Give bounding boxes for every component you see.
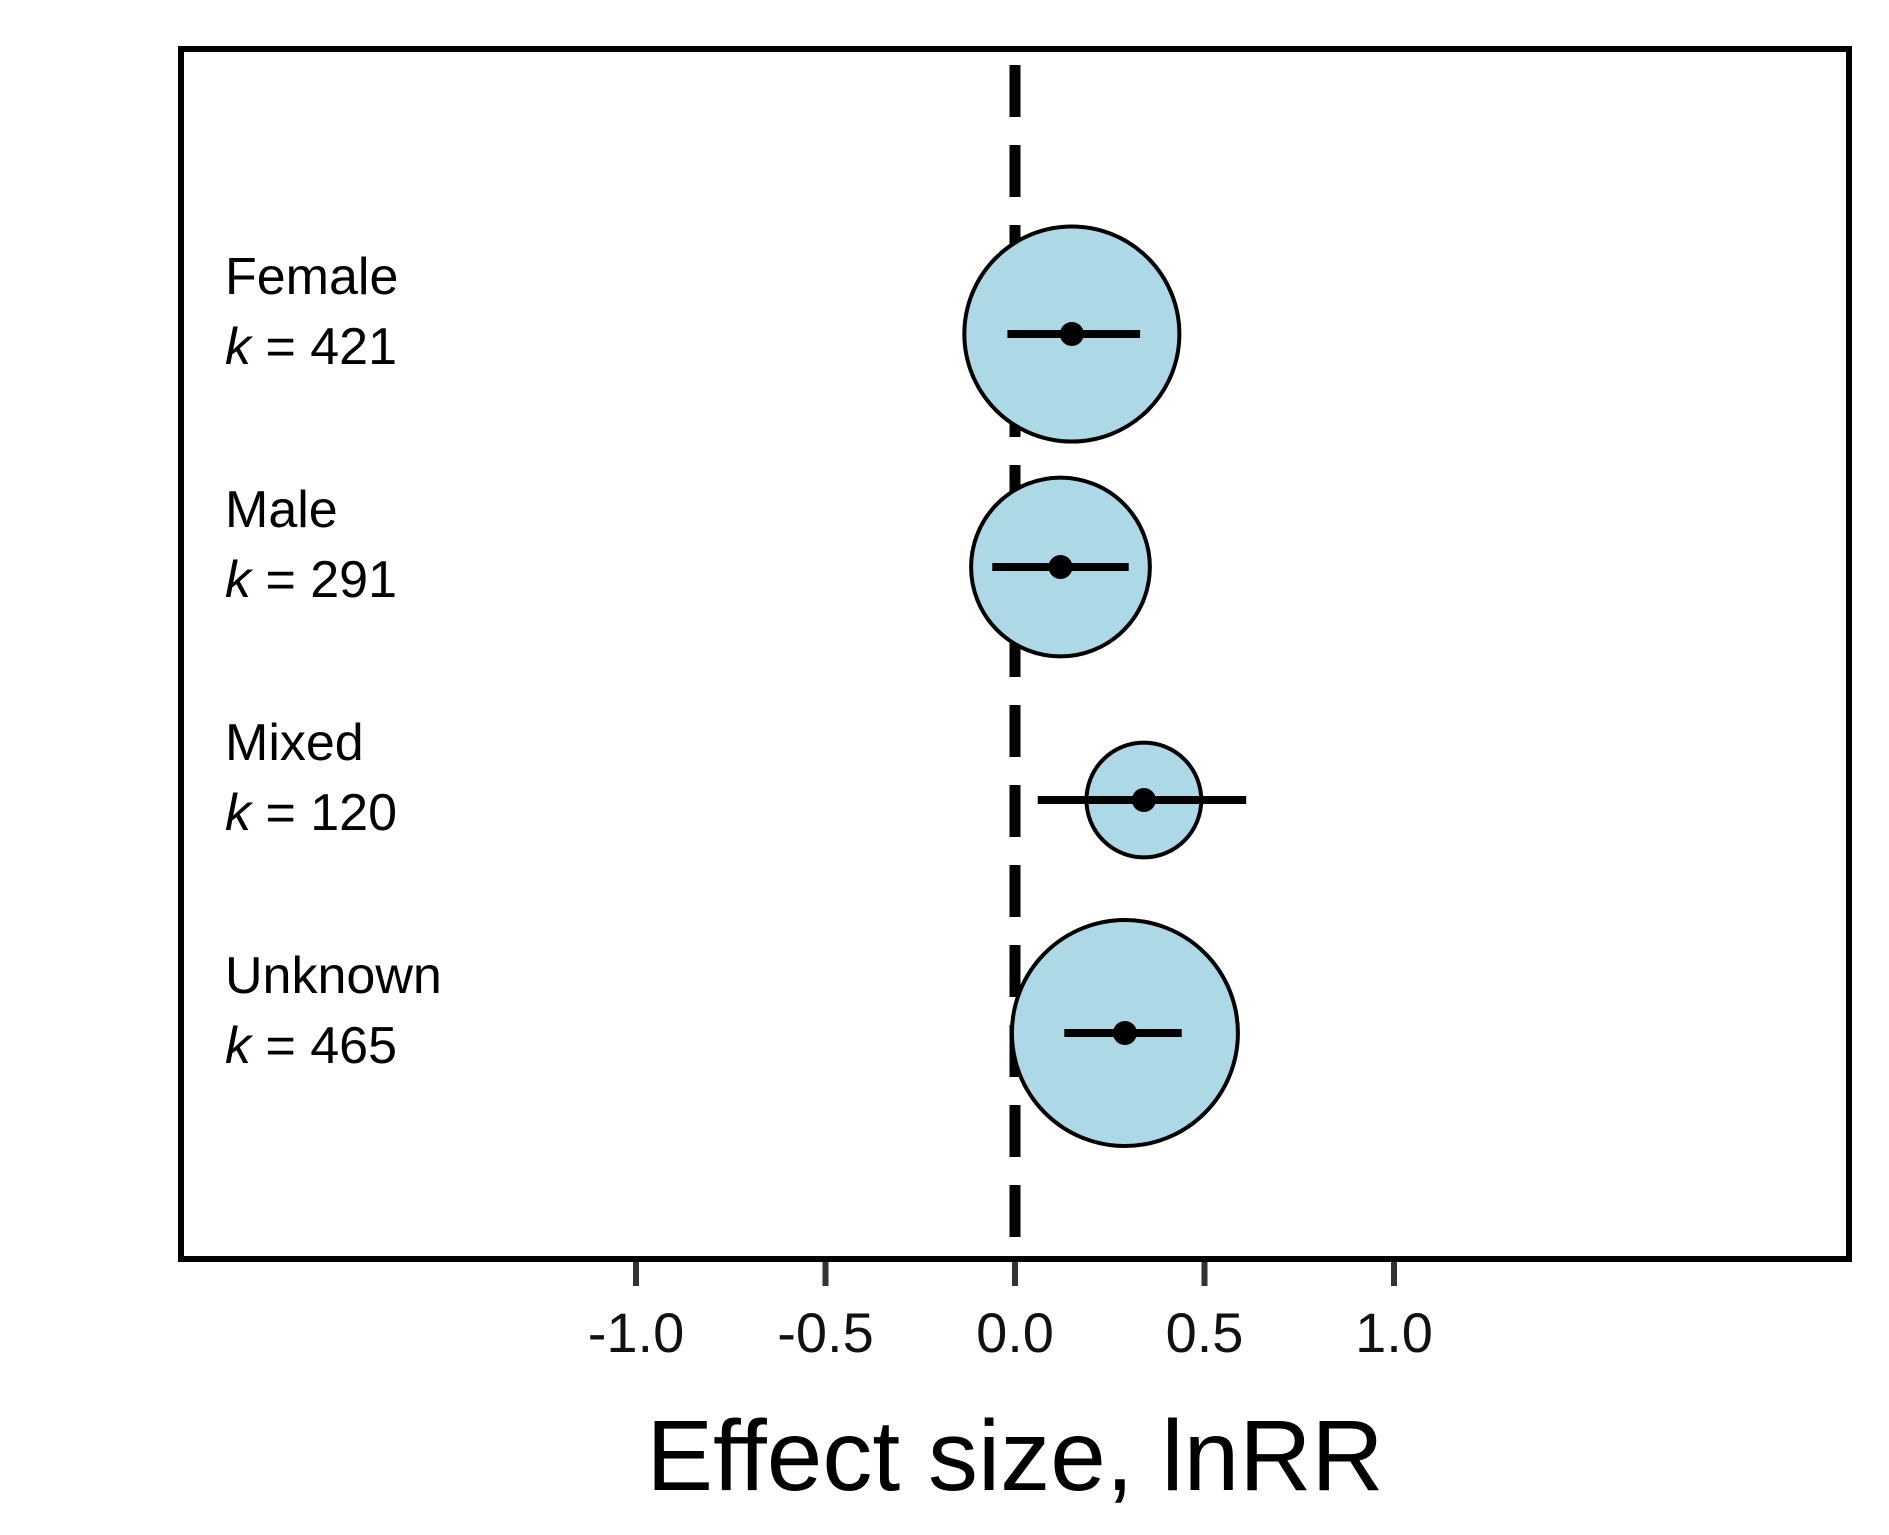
k-value: 421 [310,318,397,376]
category-row: Unknown k = 465 [225,918,1240,1148]
point-estimate [1112,1021,1137,1045]
x-tick-label: -1.0 [588,1301,685,1364]
x-tick-label: -0.5 [777,1301,874,1364]
point-estimate [1048,555,1073,579]
k-equals: = [251,784,310,842]
k-equals: = [251,1017,310,1075]
point-estimate [1131,788,1156,812]
k-value: 120 [310,784,397,842]
k-symbol: k [225,784,254,842]
k-symbol: k [225,551,254,609]
k-symbol: k [225,1017,254,1075]
category-row: Mixed k = 120 [225,714,1247,860]
category-label: Female [225,248,398,306]
x-axis: -1.0 -0.5 0.0 0.5 1.0 [588,1262,1433,1364]
category-label: Male [225,481,338,539]
k-equals: = [251,318,310,376]
sample-size-label: k = 465 [225,1017,397,1075]
category-row: Female k = 421 [225,224,1182,444]
k-value: 291 [310,551,397,609]
k-value: 465 [310,1017,397,1075]
k-equals: = [251,551,310,609]
row-layer: Female k = 421 Male k = 291 Mixed k = 120 Unkn… [225,65,1247,1259]
sample-size-label: k = 120 [225,784,397,842]
sample-size-label: k = 291 [225,551,397,609]
x-tick-label: 0.5 [1166,1301,1244,1364]
x-tick-label: 1.0 [1355,1301,1433,1364]
sample-size-label: k = 421 [225,318,397,376]
category-label: Unknown [225,947,442,1005]
k-symbol: k [225,318,254,376]
category-label: Mixed [225,714,364,772]
x-tick-label: 0.0 [976,1301,1054,1364]
plot-area-frame [178,46,1852,1262]
point-estimate [1059,322,1084,346]
category-row: Male k = 291 [225,475,1152,659]
x-axis-title: Effect size, lnRR [646,1400,1383,1512]
